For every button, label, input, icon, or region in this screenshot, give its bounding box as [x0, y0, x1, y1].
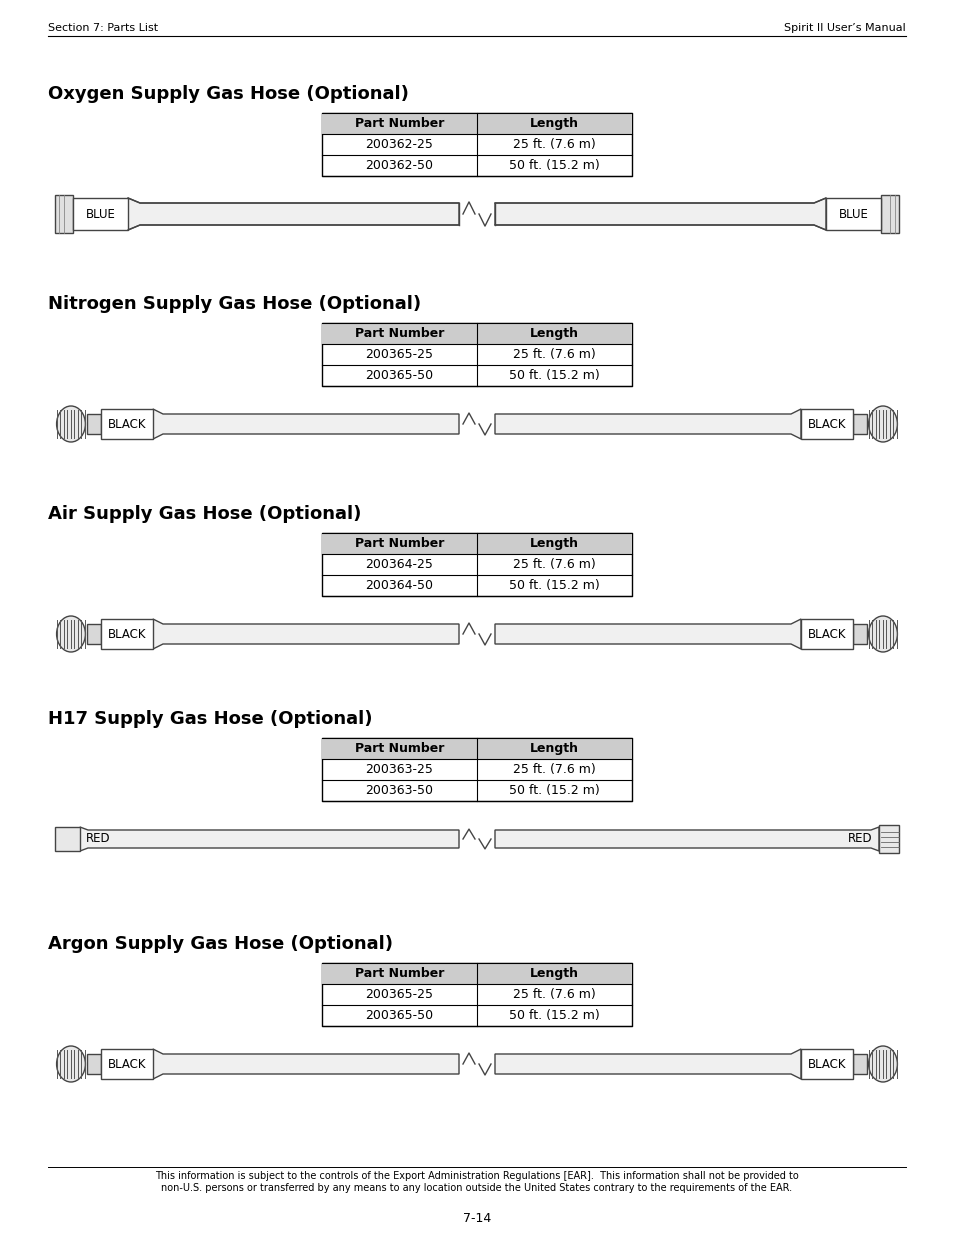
- Text: Part Number: Part Number: [355, 117, 444, 130]
- Bar: [55, 406, 87, 442]
- Ellipse shape: [56, 406, 86, 442]
- Bar: [322, 324, 631, 345]
- Bar: [322, 534, 631, 597]
- Polygon shape: [495, 198, 825, 230]
- Bar: [322, 324, 631, 387]
- Text: 200364-50: 200364-50: [365, 579, 433, 592]
- Bar: [852, 1053, 866, 1074]
- Text: 200363-50: 200363-50: [365, 784, 433, 797]
- Bar: [322, 963, 631, 1026]
- Text: Length: Length: [530, 742, 578, 755]
- Bar: [852, 414, 866, 433]
- Text: 200365-25: 200365-25: [365, 348, 433, 361]
- Text: BLACK: BLACK: [807, 417, 845, 431]
- Text: 200362-50: 200362-50: [365, 159, 433, 172]
- Text: Length: Length: [530, 327, 578, 340]
- Text: This information is subject to the controls of the Export Administration Regulat: This information is subject to the contr…: [155, 1171, 798, 1193]
- Text: 200365-50: 200365-50: [365, 1009, 433, 1023]
- Bar: [101, 1049, 152, 1079]
- Text: 25 ft. (7.6 m): 25 ft. (7.6 m): [513, 138, 596, 151]
- Bar: [880, 195, 898, 233]
- Bar: [866, 1046, 898, 1082]
- Text: RED: RED: [86, 832, 111, 846]
- Bar: [73, 198, 128, 230]
- Polygon shape: [495, 409, 801, 438]
- Bar: [801, 1049, 852, 1079]
- Polygon shape: [128, 198, 458, 230]
- Polygon shape: [152, 1049, 458, 1079]
- Text: BLACK: BLACK: [807, 627, 845, 641]
- Text: BLUE: BLUE: [838, 207, 867, 221]
- Polygon shape: [495, 619, 801, 650]
- Text: 25 ft. (7.6 m): 25 ft. (7.6 m): [513, 558, 596, 571]
- Ellipse shape: [867, 1046, 897, 1082]
- Polygon shape: [152, 619, 458, 650]
- Ellipse shape: [867, 406, 897, 442]
- Text: Length: Length: [530, 967, 578, 981]
- Text: 50 ft. (15.2 m): 50 ft. (15.2 m): [509, 579, 599, 592]
- Ellipse shape: [56, 616, 86, 652]
- Text: Part Number: Part Number: [355, 967, 444, 981]
- Text: Part Number: Part Number: [355, 742, 444, 755]
- Bar: [87, 1053, 101, 1074]
- Polygon shape: [152, 409, 458, 438]
- Text: Length: Length: [530, 117, 578, 130]
- Text: RED: RED: [847, 832, 872, 846]
- Bar: [101, 409, 152, 438]
- Bar: [866, 616, 898, 652]
- Text: 25 ft. (7.6 m): 25 ft. (7.6 m): [513, 988, 596, 1002]
- Bar: [852, 624, 866, 643]
- Text: BLACK: BLACK: [108, 417, 146, 431]
- Text: BLACK: BLACK: [108, 1057, 146, 1071]
- Text: 200362-25: 200362-25: [365, 138, 433, 151]
- Text: Spirit II User’s Manual: Spirit II User’s Manual: [783, 23, 905, 33]
- Bar: [55, 616, 87, 652]
- Text: BLUE: BLUE: [86, 207, 115, 221]
- Bar: [322, 112, 631, 177]
- Text: 200364-25: 200364-25: [365, 558, 433, 571]
- Ellipse shape: [867, 616, 897, 652]
- Text: 200365-50: 200365-50: [365, 369, 433, 382]
- Bar: [866, 406, 898, 442]
- Polygon shape: [495, 1049, 801, 1079]
- Bar: [322, 963, 631, 984]
- Polygon shape: [80, 827, 458, 851]
- Text: 200365-25: 200365-25: [365, 988, 433, 1002]
- Text: Air Supply Gas Hose (Optional): Air Supply Gas Hose (Optional): [48, 505, 361, 522]
- Bar: [55, 827, 80, 851]
- Ellipse shape: [56, 1046, 86, 1082]
- Text: 50 ft. (15.2 m): 50 ft. (15.2 m): [509, 1009, 599, 1023]
- Text: Length: Length: [530, 537, 578, 550]
- Bar: [322, 739, 631, 802]
- Bar: [55, 195, 73, 233]
- Bar: [801, 619, 852, 650]
- Text: BLACK: BLACK: [108, 627, 146, 641]
- Bar: [322, 112, 631, 135]
- Text: 25 ft. (7.6 m): 25 ft. (7.6 m): [513, 348, 596, 361]
- Text: Argon Supply Gas Hose (Optional): Argon Supply Gas Hose (Optional): [48, 935, 393, 953]
- Text: 25 ft. (7.6 m): 25 ft. (7.6 m): [513, 763, 596, 776]
- Text: 50 ft. (15.2 m): 50 ft. (15.2 m): [509, 369, 599, 382]
- Bar: [322, 739, 631, 760]
- Bar: [101, 619, 152, 650]
- Text: BLACK: BLACK: [807, 1057, 845, 1071]
- Text: Nitrogen Supply Gas Hose (Optional): Nitrogen Supply Gas Hose (Optional): [48, 295, 420, 312]
- Text: Part Number: Part Number: [355, 327, 444, 340]
- Text: 7-14: 7-14: [462, 1212, 491, 1225]
- Text: 50 ft. (15.2 m): 50 ft. (15.2 m): [509, 784, 599, 797]
- Bar: [87, 624, 101, 643]
- Text: Oxygen Supply Gas Hose (Optional): Oxygen Supply Gas Hose (Optional): [48, 85, 409, 103]
- Text: Section 7: Parts List: Section 7: Parts List: [48, 23, 158, 33]
- Bar: [87, 414, 101, 433]
- Polygon shape: [495, 827, 878, 851]
- Bar: [322, 534, 631, 555]
- Bar: [801, 409, 852, 438]
- Bar: [878, 825, 898, 853]
- Text: Part Number: Part Number: [355, 537, 444, 550]
- Text: 50 ft. (15.2 m): 50 ft. (15.2 m): [509, 159, 599, 172]
- Bar: [825, 198, 880, 230]
- Text: H17 Supply Gas Hose (Optional): H17 Supply Gas Hose (Optional): [48, 710, 372, 727]
- Bar: [55, 1046, 87, 1082]
- Text: 200363-25: 200363-25: [365, 763, 433, 776]
